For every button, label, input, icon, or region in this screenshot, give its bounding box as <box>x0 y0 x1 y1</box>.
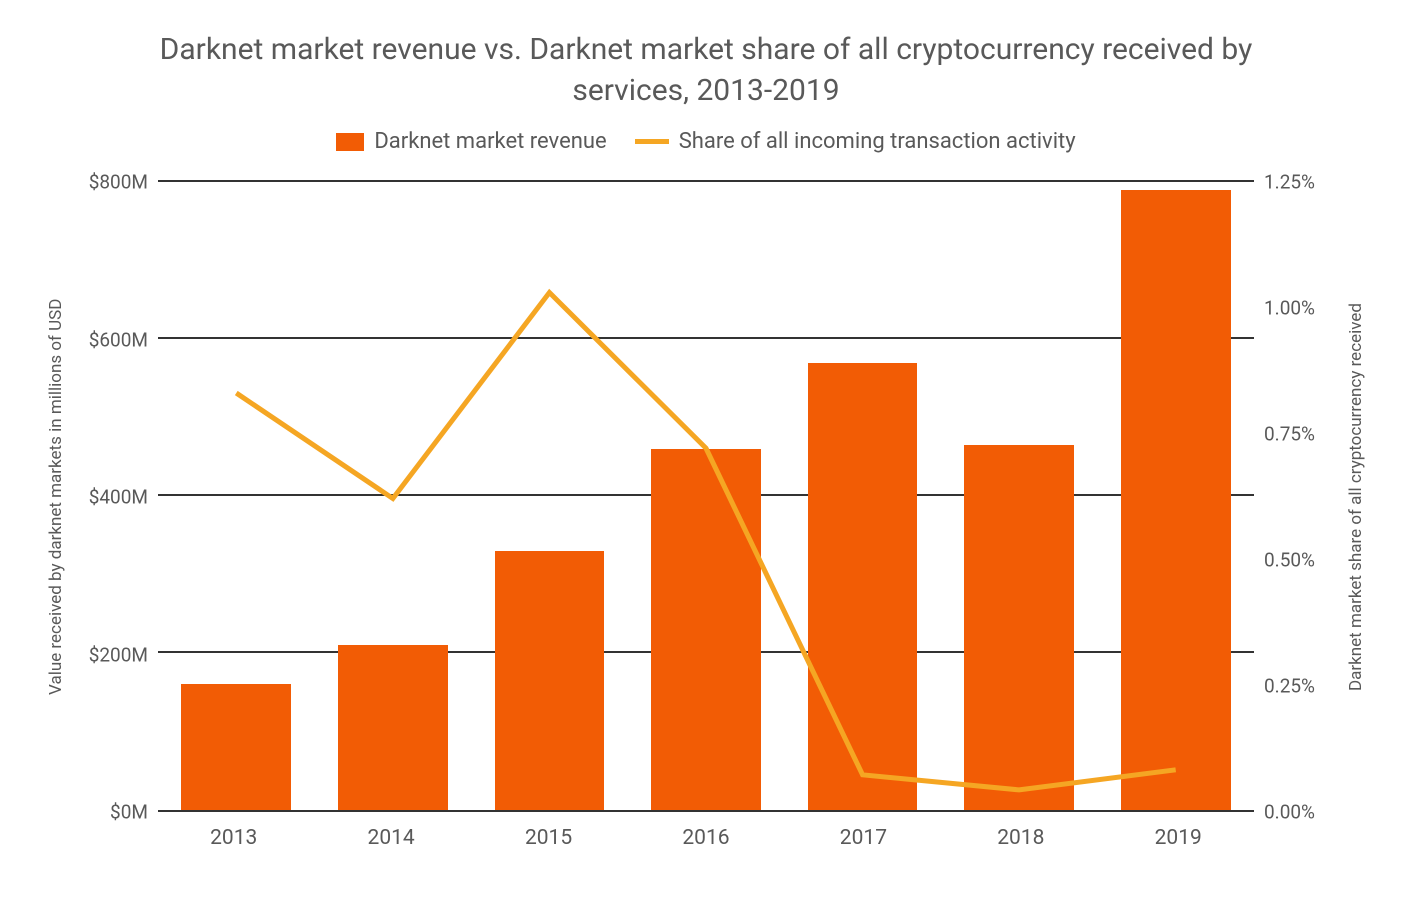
legend-label-line: Share of all incoming transaction activi… <box>679 129 1076 154</box>
legend-swatch-line <box>635 139 669 144</box>
x-axis-row: 2013201420152016201720182019 <box>40 812 1372 850</box>
y1-tick: $800M <box>89 171 148 194</box>
y1-ticks: $0M$200M$400M$600M$800M <box>72 182 158 812</box>
chart-title: Darknet market revenue vs. Darknet marke… <box>100 30 1312 111</box>
x-tick: 2017 <box>785 826 942 850</box>
x-tick: 2014 <box>312 826 469 850</box>
y2-tick: 1.00% <box>1264 297 1315 320</box>
chart-container: Darknet market revenue vs. Darknet marke… <box>0 0 1412 924</box>
x-tick: 2019 <box>1100 826 1257 850</box>
y1-tick: $0M <box>110 801 148 824</box>
x-ticks: 2013201420152016201720182019 <box>155 826 1257 850</box>
legend-swatch-bar <box>336 133 364 151</box>
y2-tick: 0.75% <box>1264 423 1315 446</box>
y1-tick: $400M <box>89 486 148 509</box>
legend-item-line: Share of all incoming transaction activi… <box>635 129 1076 154</box>
y2-ticks: 0.00%0.25%0.50%0.75%1.00%1.25% <box>1254 182 1340 812</box>
plot-row: Value received by darknet markets in mil… <box>40 182 1372 812</box>
x-tick: 2015 <box>470 826 627 850</box>
legend-item-bar: Darknet market revenue <box>336 129 606 154</box>
legend-label-bar: Darknet market revenue <box>374 129 606 154</box>
x-tick: 2013 <box>155 826 312 850</box>
y2-tick: 0.25% <box>1264 675 1315 698</box>
y2-tick: 0.00% <box>1264 801 1315 824</box>
y1-tick: $600M <box>89 328 148 351</box>
line-series <box>236 293 1175 790</box>
y1-tick: $200M <box>89 643 148 666</box>
line-layer <box>158 182 1254 810</box>
x-tick: 2018 <box>942 826 1099 850</box>
x-tick: 2016 <box>627 826 784 850</box>
y1-axis-label: Value received by darknet markets in mil… <box>40 182 72 812</box>
y2-axis-label: Darknet market share of all cryptocurren… <box>1340 182 1372 812</box>
legend: Darknet market revenue Share of all inco… <box>40 129 1372 154</box>
y2-tick: 0.50% <box>1264 549 1315 572</box>
plot-area <box>158 182 1254 812</box>
y2-tick: 1.25% <box>1264 171 1315 194</box>
